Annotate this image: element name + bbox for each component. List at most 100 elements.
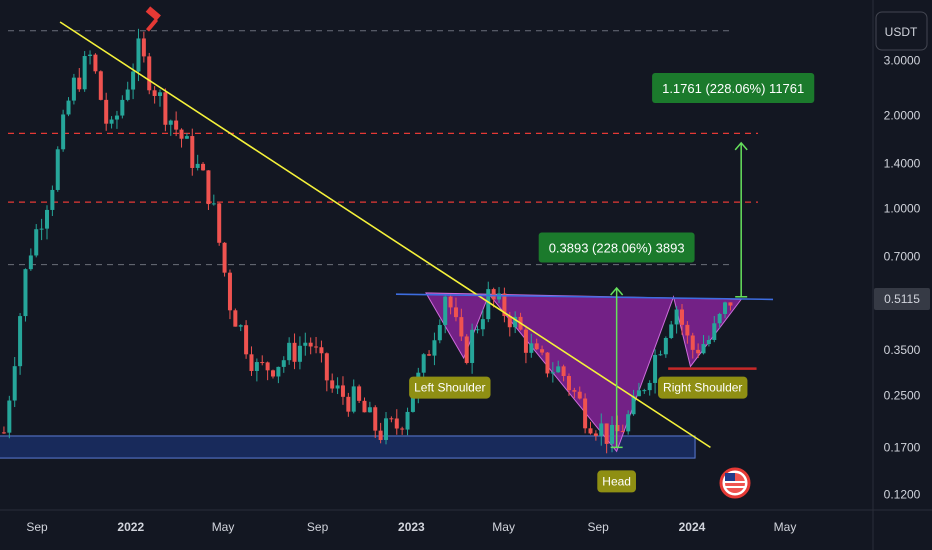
candle-body-28	[152, 90, 157, 96]
candle-body-70	[378, 430, 383, 440]
candle-body-89	[480, 319, 485, 330]
flag-stripe-2	[725, 486, 745, 488]
candle-body-104	[561, 366, 566, 377]
candle-body-31	[168, 120, 173, 125]
candle-body-53	[287, 342, 292, 361]
candle-body-100	[540, 349, 545, 353]
candle-body-76	[410, 397, 415, 412]
descending-trendline[interactable]	[59, 21, 711, 449]
target-move-label-text: 1.1761 (228.06%) 11761	[662, 81, 804, 96]
candle-body-97	[523, 329, 528, 353]
candle-body-0	[1, 432, 6, 434]
y-tick-8: 0.1200	[884, 487, 921, 501]
candle-body-49	[265, 362, 270, 371]
candle-body-90	[486, 289, 491, 320]
us-flag-icon[interactable]	[719, 467, 751, 499]
candle-body-35	[190, 136, 195, 168]
candle-body-14	[77, 77, 82, 90]
pattern-label-0[interactable]	[409, 376, 491, 399]
y-tick-6: 0.2500	[884, 388, 921, 402]
candle-body-73	[394, 418, 399, 429]
candle-body-69	[373, 407, 378, 431]
x-tick-4: 2023	[398, 520, 425, 534]
measured-move-label[interactable]	[538, 232, 695, 263]
pattern-label-text-0: Left Shoulder	[414, 381, 485, 395]
candle-body-67	[362, 400, 367, 413]
y-tick-0: 3.0000	[884, 54, 921, 68]
candle-body-13	[71, 77, 76, 101]
candle-body-134	[723, 302, 728, 314]
candle-body-50	[271, 370, 276, 377]
candle-body-93	[502, 293, 507, 317]
hammer-icon[interactable]	[145, 6, 161, 32]
candle-body-114	[615, 424, 620, 432]
neckline[interactable]	[395, 293, 774, 301]
candle-body-86	[464, 336, 469, 363]
candle-body-115	[620, 431, 625, 433]
candle-body-51	[276, 366, 281, 377]
time-axis[interactable]: Sep 2022 May Sep 2023 May Sep 2024 May	[0, 509, 932, 550]
pattern-label-1[interactable]	[658, 376, 748, 399]
candle-body-103	[556, 366, 561, 373]
candle-body-83	[448, 296, 453, 308]
candle-body-30	[163, 92, 168, 125]
candle-body-57	[308, 342, 313, 347]
candle-body-29	[158, 92, 163, 96]
candle-body-78	[421, 354, 426, 373]
candle-body-27	[147, 56, 152, 91]
candle-body-91	[491, 289, 496, 300]
candle-body-98	[529, 343, 534, 353]
x-tick-3: Sep	[307, 520, 329, 534]
candle-body-116	[626, 414, 631, 432]
target-move-label[interactable]	[652, 73, 815, 104]
pattern-label-2[interactable]	[597, 470, 636, 493]
candle-body-32	[174, 120, 179, 130]
candle-body-130	[701, 344, 706, 354]
candle-body-121	[653, 354, 658, 383]
x-tick-6: Sep	[588, 520, 610, 534]
candle-body-118	[636, 390, 641, 397]
candle-body-101	[545, 352, 550, 374]
candle-body-128	[690, 335, 695, 350]
y-tick-4: 0.7000	[884, 250, 921, 264]
y-tick-2: 1.4000	[884, 156, 921, 170]
candle-body-54	[292, 342, 297, 362]
candle-body-62	[335, 385, 340, 389]
candle-body-105	[566, 376, 571, 391]
candle-body-123	[663, 337, 668, 355]
candle-body-127	[685, 324, 690, 336]
candle-body-17	[93, 54, 98, 72]
hammer-head	[145, 6, 161, 21]
candle-body-34	[184, 136, 189, 139]
candle-body-60	[324, 353, 329, 381]
candle-body-125	[674, 309, 679, 325]
candle-body-18	[98, 71, 103, 100]
currency-badge[interactable]	[875, 11, 928, 51]
price-axis[interactable]: USDT 3.0000 2.0000 1.4000 1.0000 0.7000 0.350…	[872, 0, 932, 550]
candle-body-6	[34, 229, 39, 256]
candle-body-81	[437, 325, 442, 341]
candle-body-129	[696, 349, 701, 354]
candle-body-66	[357, 386, 362, 401]
candle-body-10	[55, 149, 60, 190]
candle-body-80	[432, 340, 437, 356]
candle-body-39	[211, 203, 216, 205]
currency-label: USDT	[885, 25, 918, 39]
candle-body-38	[206, 170, 211, 205]
candle-body-19	[104, 99, 109, 124]
candle-body-3	[18, 316, 23, 367]
candle-body-36	[195, 163, 200, 168]
x-tick-1: 2022	[117, 520, 144, 534]
flag-canton	[725, 473, 735, 481]
candle-body-7	[39, 228, 44, 230]
pattern-label-text-1: Right Shoulder	[663, 381, 742, 395]
candle-body-94	[507, 316, 512, 328]
candle-body-117	[631, 396, 636, 415]
horizontal-levels	[8, 30, 758, 266]
candle-body-48	[260, 362, 265, 364]
candle-body-110	[593, 433, 598, 436]
candle-body-133	[717, 313, 722, 324]
candle-body-106	[572, 390, 577, 392]
candle-body-1	[7, 400, 12, 433]
